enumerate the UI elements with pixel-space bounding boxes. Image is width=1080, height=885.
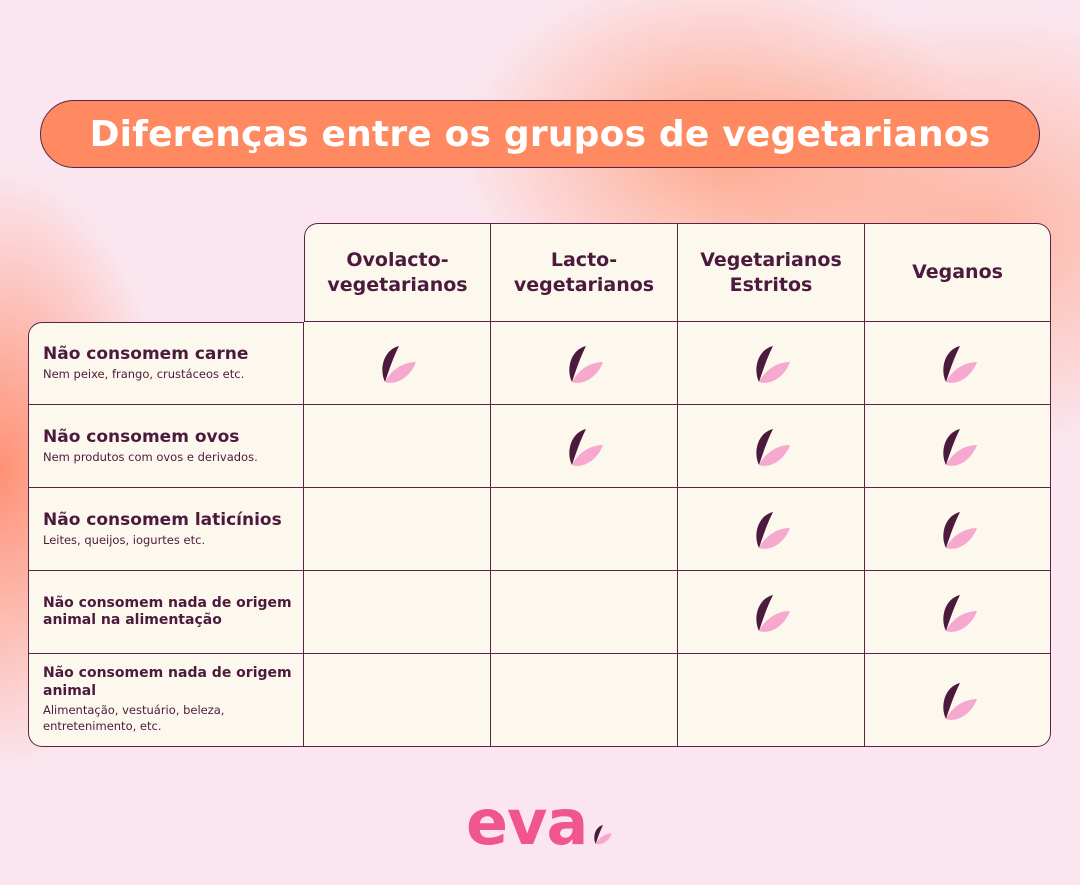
table-cell [678,654,865,747]
leaf-icon [751,593,791,635]
row-label-3: Não consomem laticínios Leites, queijos, … [28,488,304,571]
row-title: Não consomem nada de origem animal na al… [43,594,292,629]
column-header-ovolacto-vegetarianos: Ovolacto- vegetarianos [304,223,491,322]
leaf-icon [938,344,978,386]
table-cell [678,322,865,405]
logo-text: eva [466,786,588,859]
table-cell [678,488,865,571]
row-title: Não consomem nada de origem animal [43,665,292,699]
table-cell [304,488,491,571]
row-subtitle: Alimentação, vestuário, beleza, entreten… [43,703,225,733]
table-cell [491,654,678,747]
leaf-icon [564,427,604,469]
table-cell [865,405,1051,488]
row-subtitle: Leites, queijos, iogurtes etc. [43,532,206,547]
title-banner: Diferenças entre os grupos de vegetarian… [40,100,1040,168]
row-label-5: Não consomem nada de origem animal Alimen… [28,654,304,747]
column-header-lacto-vegetarianos: Lacto- vegetarianos [491,223,678,322]
leaf-icon [938,681,978,723]
table-corner [28,223,304,322]
table-cell [304,654,491,747]
table-cell [865,488,1051,571]
leaf-icon [751,344,791,386]
row-subtitle: Nem produtos com ovos e derivados. [43,449,258,464]
brand-logo: eva [466,792,613,854]
column-header-label: Veganos [912,261,1003,284]
column-header-label: Ovolacto- vegetarianos [327,248,468,296]
leaf-icon [751,427,791,469]
row-label-4: Não consomem nada de origem animal na al… [28,571,304,654]
table-cell [491,322,678,405]
table-cell [678,405,865,488]
table-cell [304,571,491,654]
page-title: Diferenças entre os grupos de vegetarian… [89,113,991,155]
column-header-vegetarianos-estritos: Vegetarianos Estritos [678,223,865,322]
row-label-1: Não consomem carne Nem peixe, frango, cru… [28,322,304,405]
row-title: Não consomem carne [43,344,249,365]
leaf-icon [938,510,978,552]
comparison-table: Ovolacto- vegetarianos Lacto- vegetariano… [28,223,1051,747]
logo-leaf-icon [591,824,613,850]
row-title: Não consomem ovos [43,426,240,447]
table-cell [491,488,678,571]
leaf-icon [938,427,978,469]
row-label-2: Não consomem ovos Nem produtos com ovos e… [28,405,304,488]
table-cell [491,571,678,654]
column-header-label: Lacto- vegetarianos [513,248,655,296]
table-cell [304,322,491,405]
leaf-icon [564,344,604,386]
table-cell [491,405,678,488]
table-cell [678,571,865,654]
table-cell [304,405,491,488]
column-header-label: Vegetarianos Estritos [700,248,842,296]
row-subtitle: Nem peixe, frango, crustáceos etc. [43,367,245,382]
column-header-veganos: Veganos [865,223,1051,322]
row-title: Não consomem laticínios [43,509,282,530]
table-cell [865,571,1051,654]
leaf-icon [377,344,417,386]
table-cell [865,654,1051,747]
leaf-icon [938,593,978,635]
table-cell [865,322,1051,405]
leaf-icon [751,510,791,552]
